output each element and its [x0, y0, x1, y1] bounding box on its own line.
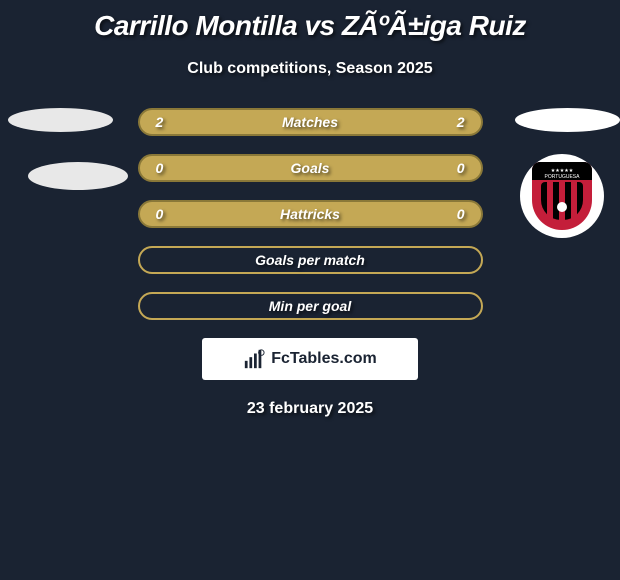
stat-row-goals: 0 Goals 0: [138, 154, 483, 182]
crest-shield: ★★★★★ PORTUGUESA: [532, 162, 592, 230]
stat-rows: 2 Matches 2 0 Goals 0 0 Hattricks 0 Goal…: [138, 108, 483, 320]
stat-label: Min per goal: [156, 298, 465, 314]
stat-row-mpg: Min per goal: [138, 292, 483, 320]
stat-label: Hattricks: [176, 206, 445, 222]
stat-right-value: 0: [445, 206, 465, 222]
stat-left-value: 0: [156, 206, 176, 222]
footer-date: 23 february 2025: [0, 400, 620, 418]
stat-left-value: 2: [156, 114, 176, 130]
chart-icon: [243, 348, 265, 370]
crest-stars-icon: ★★★★★: [532, 165, 592, 171]
stat-row-hattricks: 0 Hattricks 0: [138, 200, 483, 228]
player-left-bubble-1: [8, 108, 113, 132]
crest-label: ★★★★★ PORTUGUESA: [532, 162, 592, 180]
stat-right-value: 0: [445, 160, 465, 176]
stat-label: Matches: [176, 114, 445, 130]
stat-row-matches: 2 Matches 2: [138, 108, 483, 136]
stat-row-gpm: Goals per match: [138, 246, 483, 274]
stats-container: ★★★★★ PORTUGUESA 2 Matches 2 0 Goals 0 0…: [0, 108, 620, 320]
crest-text: PORTUGUESA: [545, 174, 580, 180]
team-crest: ★★★★★ PORTUGUESA: [520, 154, 604, 238]
right-player-area: ★★★★★ PORTUGUESA: [515, 108, 620, 162]
stat-left-value: 0: [156, 160, 176, 176]
crest-ball-icon: [557, 202, 567, 212]
player-left-bubble-2: [28, 162, 128, 190]
branding-text: FcTables.com: [271, 350, 377, 368]
stat-right-value: 2: [445, 114, 465, 130]
branding-box: FcTables.com: [202, 338, 418, 380]
stat-label: Goals: [176, 160, 445, 176]
subtitle: Club competitions, Season 2025: [0, 60, 620, 78]
player-right-bubble: [515, 108, 620, 132]
stat-label: Goals per match: [156, 252, 465, 268]
left-player-bubbles: [8, 108, 128, 220]
page-title: Carrillo Montilla vs ZÃºÃ±iga Ruiz: [0, 0, 620, 42]
crest-stripes-icon: [541, 182, 583, 220]
